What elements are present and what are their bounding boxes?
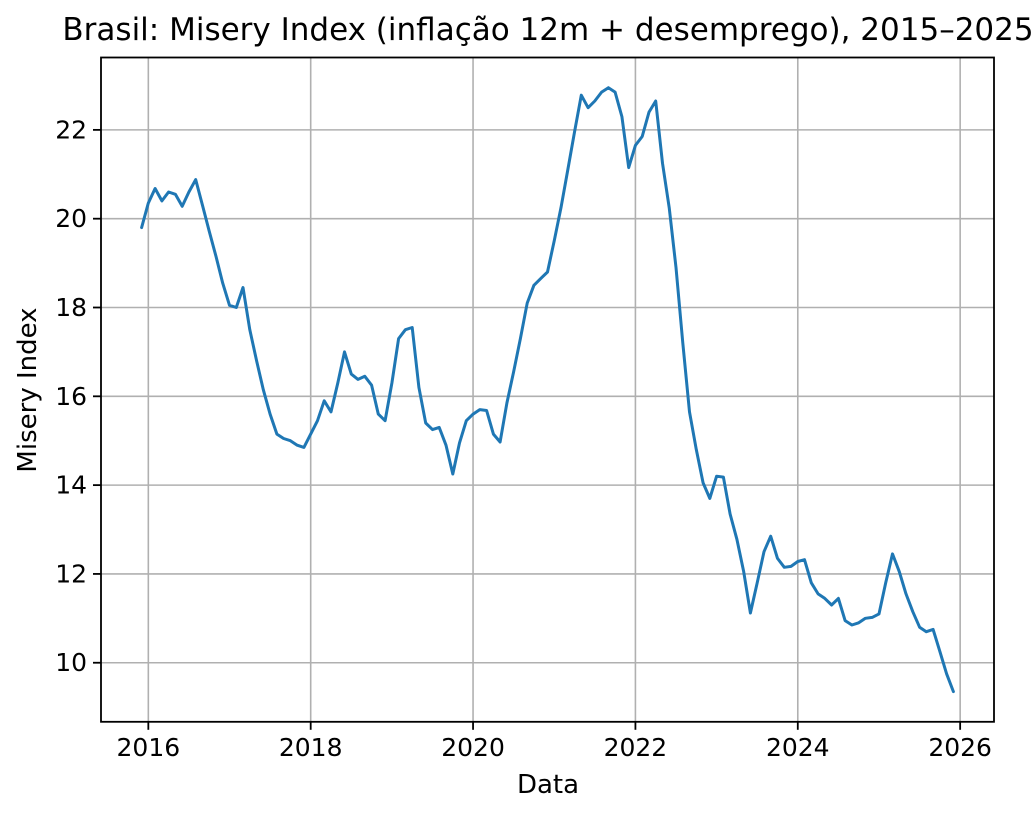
x-tick-label: 2016: [117, 733, 181, 762]
x-tick-label: 2022: [604, 733, 668, 762]
y-tick-label: 16: [55, 382, 87, 411]
plot-border: [100, 56, 995, 723]
y-tick-label: 10: [55, 648, 87, 677]
x-tick-label: 2024: [766, 733, 830, 762]
data-line: [140, 86, 955, 694]
x-axis-label: Data: [516, 770, 580, 800]
y-tick-label: 12: [55, 559, 87, 588]
x-tick-label: 2020: [441, 733, 505, 762]
y-tick-label: 22: [55, 115, 87, 144]
y-tick-label: 20: [55, 204, 87, 233]
chart-title: Brasil: Misery Index (inflação 12m + des…: [62, 12, 1034, 48]
x-tick-label: 2018: [279, 733, 343, 762]
y-tick-label: 14: [55, 471, 87, 500]
x-tick-label: 2026: [928, 733, 992, 762]
y-tick-label: 18: [55, 293, 87, 322]
y-axis-label: Misery Index: [13, 307, 43, 473]
